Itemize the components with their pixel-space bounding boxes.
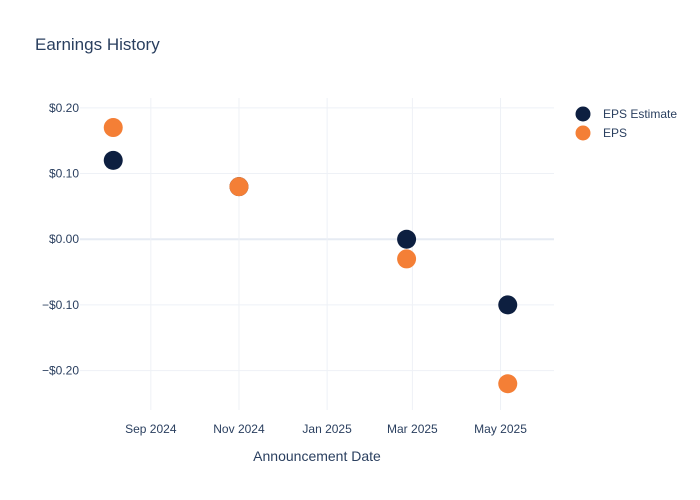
y-axis-ticks: $0.20 $0.10 $0.00 −$0.10 −$0.20 xyxy=(42,101,79,378)
y-tick-label: −$0.20 xyxy=(42,364,79,378)
y-tick-label: $0.20 xyxy=(49,101,79,115)
legend-eps-estimate-swatch[interactable] xyxy=(575,106,591,122)
legend-eps-swatch[interactable] xyxy=(575,125,591,141)
eps-marker[interactable] xyxy=(397,249,417,269)
x-tick-label: Sep 2024 xyxy=(125,422,177,436)
eps-estimate-marker[interactable] xyxy=(498,295,518,315)
grid-lines xyxy=(80,98,554,410)
data-markers xyxy=(103,118,518,394)
legend-eps-estimate-label[interactable]: EPS Estimate xyxy=(603,107,677,121)
y-tick-label: $0.00 xyxy=(49,232,79,246)
x-tick-label: May 2025 xyxy=(474,422,527,436)
eps-marker[interactable] xyxy=(498,374,518,394)
eps-estimate-marker[interactable] xyxy=(397,229,417,249)
eps-estimate-marker[interactable] xyxy=(103,150,123,170)
x-tick-label: Nov 2024 xyxy=(213,422,265,436)
y-tick-label: $0.10 xyxy=(49,167,79,181)
x-axis-title: Announcement Date xyxy=(253,448,381,464)
chart-title: Earnings History xyxy=(35,35,160,54)
x-tick-label: Mar 2025 xyxy=(387,422,438,436)
eps-marker[interactable] xyxy=(229,177,249,197)
x-axis-ticks: Sep 2024 Nov 2024 Jan 2025 Mar 2025 May 2025 xyxy=(125,422,527,436)
x-tick-label: Jan 2025 xyxy=(302,422,352,436)
legend[interactable]: EPS Estimate EPS xyxy=(575,106,678,141)
legend-eps-label[interactable]: EPS xyxy=(603,126,627,140)
eps-marker[interactable] xyxy=(103,118,123,138)
y-tick-label: −$0.10 xyxy=(42,298,79,312)
